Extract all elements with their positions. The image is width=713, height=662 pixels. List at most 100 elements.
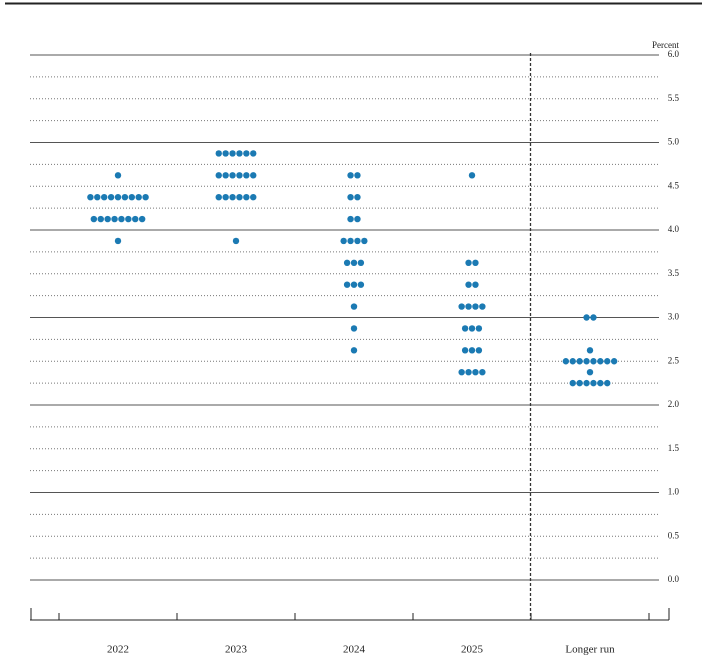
dot xyxy=(114,172,122,179)
dot xyxy=(347,215,354,223)
y-tick-label: 2.0 xyxy=(668,399,680,409)
dot xyxy=(569,379,576,387)
y-tick-label: 3.0 xyxy=(668,312,680,322)
dot xyxy=(343,259,351,267)
y-tick-label: 0.5 xyxy=(668,530,680,540)
dot xyxy=(138,215,146,223)
dot xyxy=(583,358,590,365)
dot xyxy=(347,193,354,201)
x-tick-label: 2025 xyxy=(461,644,484,656)
dot xyxy=(458,368,465,376)
dot xyxy=(222,172,229,179)
dot xyxy=(121,193,129,201)
y-tick-label: 6.0 xyxy=(668,49,680,59)
dot xyxy=(97,215,104,223)
dot xyxy=(586,368,594,376)
x-tick-label: 2023 xyxy=(225,644,248,656)
dot xyxy=(114,193,122,201)
dot xyxy=(111,215,118,223)
dot xyxy=(458,303,465,310)
dot xyxy=(576,358,583,365)
dot xyxy=(229,172,236,179)
dot xyxy=(340,237,347,245)
dot xyxy=(472,303,479,310)
dot xyxy=(222,193,229,201)
dot xyxy=(229,193,236,201)
dot xyxy=(562,358,570,365)
dot xyxy=(236,150,243,157)
dot xyxy=(357,281,365,288)
dot xyxy=(347,172,354,179)
dot xyxy=(135,193,142,201)
dot xyxy=(465,281,472,288)
dot xyxy=(94,193,101,201)
dot xyxy=(132,215,139,223)
dot xyxy=(361,237,368,245)
dot xyxy=(243,150,250,157)
dot xyxy=(350,259,358,267)
y-tick-label: 0.0 xyxy=(668,574,680,584)
dot xyxy=(107,193,115,201)
dot xyxy=(465,303,472,310)
dot xyxy=(604,358,611,365)
dot xyxy=(468,325,476,332)
dot xyxy=(590,379,597,387)
dot xyxy=(350,347,358,354)
dot xyxy=(583,314,590,321)
dot xyxy=(357,259,365,267)
dot xyxy=(475,325,483,332)
dot xyxy=(586,347,594,354)
dot xyxy=(118,215,125,223)
dot xyxy=(597,358,604,365)
dot xyxy=(472,281,479,288)
dot xyxy=(479,368,486,376)
dot xyxy=(142,193,149,201)
dot xyxy=(569,358,576,365)
y-tick-label: 1.5 xyxy=(668,443,680,453)
dot xyxy=(90,215,98,223)
y-tick-label: 1.0 xyxy=(668,487,680,497)
dot xyxy=(243,172,250,179)
x-tick-label: 2024 xyxy=(343,644,366,656)
dot xyxy=(229,150,236,157)
dot xyxy=(114,237,122,245)
dot xyxy=(350,325,358,332)
dot xyxy=(125,215,132,223)
dot xyxy=(604,379,611,387)
dot xyxy=(236,193,243,201)
dot xyxy=(461,347,469,354)
dot xyxy=(354,215,361,223)
y-tick-label: 2.5 xyxy=(668,355,680,365)
dot xyxy=(350,281,358,288)
dot xyxy=(461,325,469,332)
dot xyxy=(583,379,590,387)
dot xyxy=(250,150,257,157)
dot xyxy=(354,193,361,201)
dot xyxy=(236,172,243,179)
y-tick-label: 4.5 xyxy=(668,180,680,190)
dot xyxy=(250,172,257,179)
x-tick-label: Longer run xyxy=(565,644,615,656)
dot xyxy=(232,237,240,245)
dot xyxy=(472,368,479,376)
dot xyxy=(472,259,479,267)
dot xyxy=(468,172,476,179)
dot xyxy=(597,379,604,387)
dot xyxy=(128,193,135,201)
dot xyxy=(354,237,361,245)
dot xyxy=(576,379,583,387)
y-tick-label: 3.5 xyxy=(668,268,680,278)
y-tick-label: 5.0 xyxy=(668,137,680,147)
dot xyxy=(479,303,486,310)
dot xyxy=(104,215,111,223)
dot xyxy=(250,193,257,201)
dot xyxy=(468,347,476,354)
y-tick-label: 4.0 xyxy=(668,224,680,234)
dot xyxy=(215,150,222,157)
dot xyxy=(354,172,361,179)
dot xyxy=(465,259,472,267)
y-axis-label: Percent xyxy=(652,40,679,50)
dot xyxy=(465,368,472,376)
dot xyxy=(475,347,483,354)
